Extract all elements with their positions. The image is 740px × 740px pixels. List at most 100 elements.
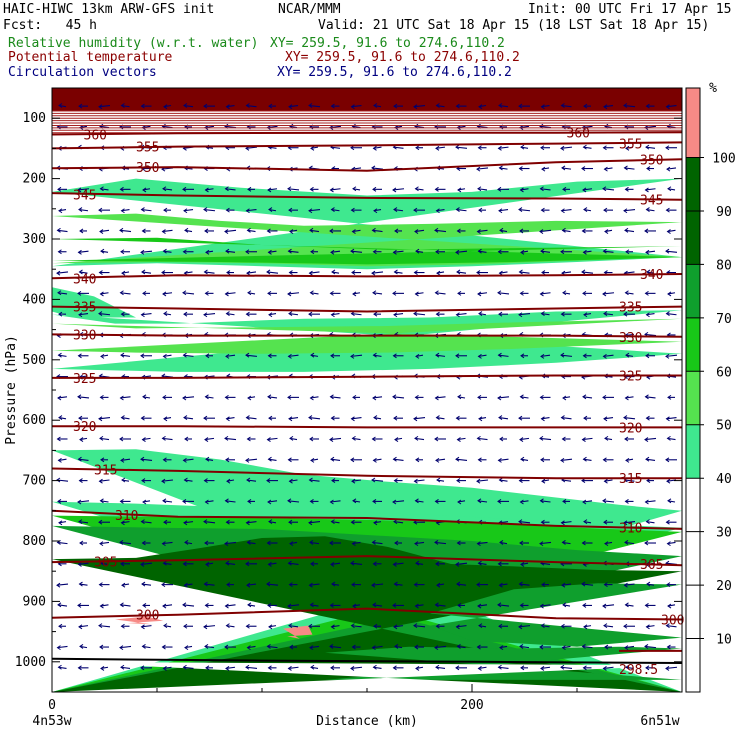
vector-head bbox=[289, 435, 294, 441]
vector-shaft bbox=[393, 458, 404, 461]
vector-shaft bbox=[98, 625, 111, 628]
vector-head bbox=[98, 623, 103, 629]
vector-head bbox=[204, 394, 209, 400]
vector-head bbox=[247, 602, 252, 608]
vector-shaft bbox=[57, 604, 68, 607]
vector-shaft bbox=[603, 625, 614, 628]
vector-head bbox=[393, 519, 398, 525]
vector-head bbox=[288, 519, 293, 525]
header-init-time: Init: 00 UTC Fri 17 Apr 15 bbox=[528, 2, 732, 17]
vector-head bbox=[204, 540, 209, 546]
vector-shaft bbox=[204, 437, 215, 441]
vector-head bbox=[625, 249, 630, 255]
vector-shaft bbox=[477, 229, 488, 233]
vector-shaft bbox=[602, 292, 615, 295]
vector-head bbox=[330, 624, 335, 630]
vector-shaft bbox=[352, 541, 361, 545]
vector-shaft bbox=[666, 417, 677, 420]
vector-head bbox=[540, 416, 545, 422]
vector-shaft bbox=[541, 104, 550, 108]
vector-head bbox=[497, 186, 502, 192]
vector-head bbox=[287, 560, 292, 566]
vector-head bbox=[518, 166, 523, 171]
vector-shaft bbox=[225, 500, 236, 503]
vector-head bbox=[224, 229, 229, 234]
vector-head bbox=[645, 456, 650, 462]
vector-shaft bbox=[268, 250, 277, 253]
colorbar-segment bbox=[686, 264, 700, 318]
vector-shaft bbox=[646, 625, 655, 628]
vector-head bbox=[603, 478, 608, 484]
vector-shaft bbox=[373, 666, 382, 669]
vector-shaft bbox=[393, 521, 404, 524]
vector-shaft bbox=[415, 292, 424, 295]
vector-shaft bbox=[121, 104, 130, 108]
isentrope-label-300: 300 bbox=[661, 614, 684, 629]
vector-shaft bbox=[645, 146, 656, 149]
vector-shaft bbox=[665, 666, 678, 669]
vector-head bbox=[205, 562, 210, 567]
vector-head bbox=[351, 229, 356, 234]
vector-head bbox=[140, 103, 145, 109]
vector-head bbox=[56, 645, 61, 651]
vector-shaft bbox=[413, 625, 426, 628]
vector-head bbox=[204, 228, 209, 234]
vector-head bbox=[351, 270, 356, 275]
vector-head bbox=[287, 457, 292, 463]
isentrope-320 bbox=[52, 425, 682, 429]
vector-head bbox=[225, 311, 230, 316]
vector-shaft bbox=[415, 500, 424, 503]
vector-head bbox=[413, 623, 418, 629]
x-tick-label: 0 bbox=[48, 698, 56, 713]
vector-head bbox=[140, 249, 145, 255]
vector-shaft bbox=[225, 250, 236, 253]
vector-head bbox=[540, 519, 545, 525]
vector-head bbox=[56, 270, 61, 276]
vector-head bbox=[519, 187, 524, 193]
vector-head bbox=[498, 103, 503, 108]
vector-head bbox=[539, 394, 544, 400]
vector-shaft bbox=[163, 562, 172, 565]
vector-shaft bbox=[287, 604, 300, 607]
vector-head bbox=[415, 560, 420, 566]
vector-head bbox=[98, 311, 103, 316]
vector-shaft bbox=[120, 666, 131, 669]
vector-head bbox=[646, 478, 651, 484]
vector-head bbox=[602, 666, 607, 671]
vector-head bbox=[436, 582, 441, 588]
vector-head bbox=[540, 457, 545, 463]
rh-region-mid-left bbox=[52, 287, 136, 318]
vector-head bbox=[163, 519, 168, 525]
vector-head bbox=[456, 228, 461, 234]
vector-head bbox=[57, 352, 62, 358]
vector-shaft bbox=[288, 625, 299, 628]
vector-head bbox=[603, 623, 608, 629]
vector-head bbox=[287, 666, 292, 671]
vector-shaft bbox=[58, 666, 67, 669]
vector-head bbox=[393, 269, 398, 275]
vector-head bbox=[665, 416, 670, 422]
vector-head bbox=[498, 165, 503, 171]
vector-head bbox=[329, 394, 334, 400]
vector-head bbox=[415, 457, 420, 463]
vector-shaft bbox=[498, 208, 509, 212]
vector-shaft bbox=[141, 313, 152, 316]
vector-shaft bbox=[667, 437, 676, 441]
vector-head bbox=[435, 352, 440, 358]
vector-head bbox=[455, 353, 460, 359]
vector-head bbox=[225, 560, 230, 566]
vector-shaft bbox=[624, 479, 635, 482]
vector-shaft bbox=[350, 250, 363, 253]
vector-head bbox=[182, 664, 187, 670]
vector-shaft bbox=[163, 666, 172, 669]
vector-head bbox=[435, 664, 440, 670]
vector-head bbox=[372, 352, 377, 358]
vector-shaft bbox=[350, 562, 363, 565]
vector-head bbox=[140, 562, 145, 567]
vector-shaft bbox=[436, 417, 445, 420]
vector-head bbox=[140, 353, 145, 359]
vector-head bbox=[184, 539, 189, 545]
vector-head bbox=[162, 394, 167, 400]
vector-shaft bbox=[498, 354, 509, 357]
